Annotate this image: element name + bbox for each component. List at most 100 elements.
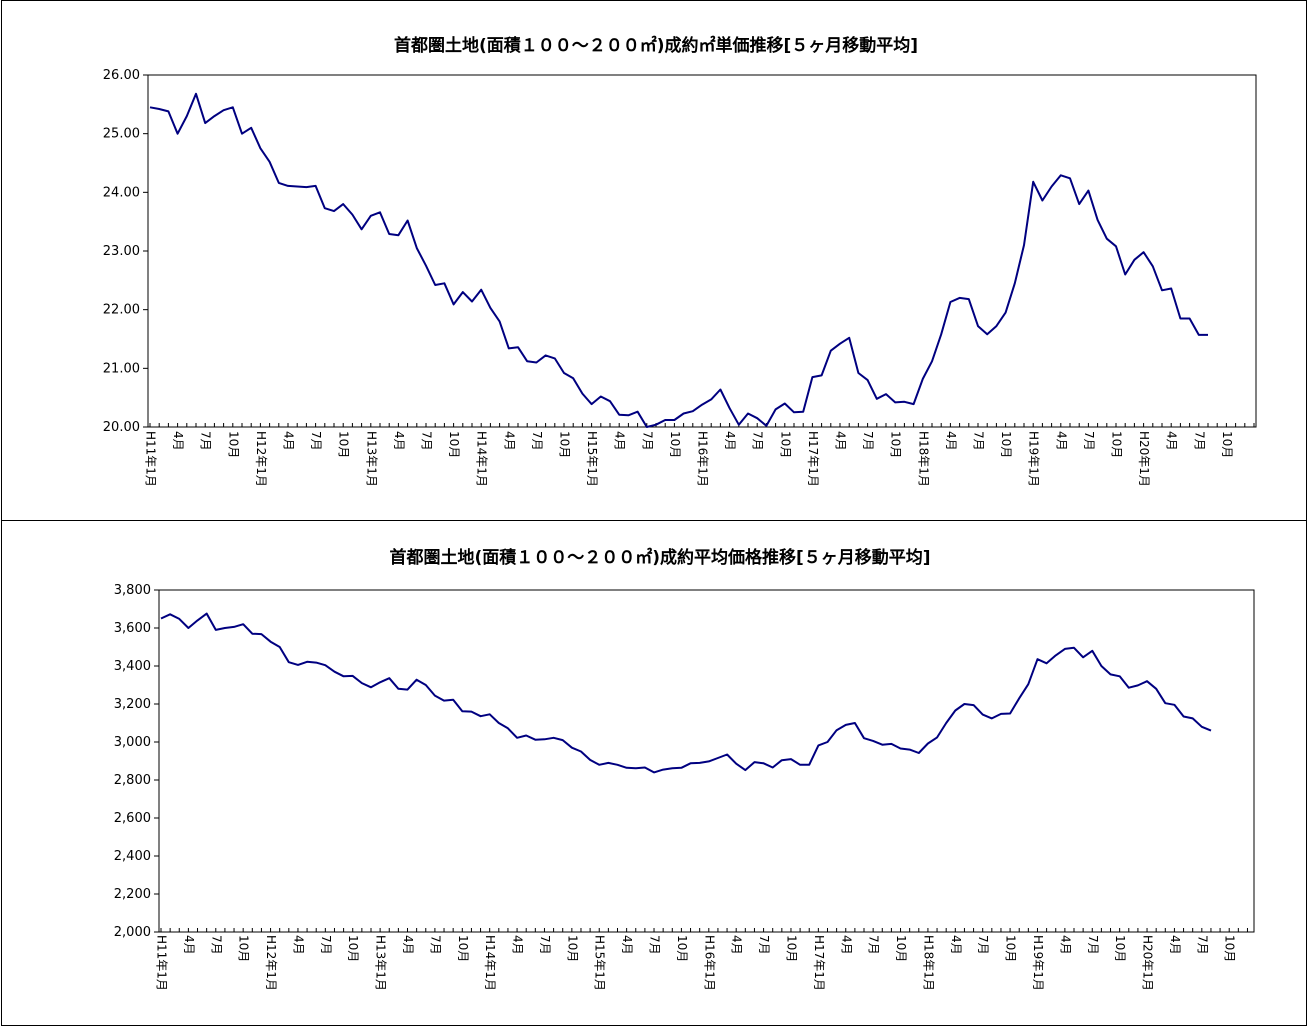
x-tick-label: 7月 <box>640 431 654 451</box>
x-tick-label: H12年1月 <box>264 935 278 991</box>
x-tick-label: 4月 <box>1165 431 1179 451</box>
x-tick-label: H20年1月 <box>1137 431 1151 487</box>
x-tick-label: H14年1月 <box>475 431 489 487</box>
x-tick-label: 7月 <box>972 431 986 451</box>
x-tick-label: 7月 <box>867 935 881 955</box>
y-tick-label: 20.00 <box>103 420 140 435</box>
x-tick-label: 4月 <box>171 431 185 451</box>
x-tick-label: H17年1月 <box>812 935 826 991</box>
x-tick-label: 7月 <box>861 431 875 451</box>
x-tick-label: 4月 <box>613 431 627 451</box>
x-tick-label: 7月 <box>648 935 662 955</box>
x-tick-label: 10月 <box>447 431 461 458</box>
y-tick-label: 21.00 <box>103 361 140 376</box>
x-tick-label: 10月 <box>889 431 903 458</box>
x-tick-label: 4月 <box>620 935 634 955</box>
y-tick-label: 2,200 <box>114 887 151 902</box>
x-tick-label: H19年1月 <box>1027 431 1041 487</box>
chart-title: 首都圏土地(面積１００～２００㎡)成約㎡単価推移[５ヶ月移動平均] <box>394 35 918 56</box>
x-tick-label: 7月 <box>538 935 552 955</box>
x-tick-label: 10月 <box>778 431 792 458</box>
chart-panel-price-per-sqm: 首都圏土地(面積１００～２００㎡)成約㎡単価推移[５ヶ月移動平均] 20.00 2… <box>1 0 1307 521</box>
x-tick-label: 10月 <box>558 431 572 458</box>
y-tick-label: 24.00 <box>103 185 140 200</box>
x-tick-label: 4月 <box>291 935 305 955</box>
x-tick-label: 7月 <box>1192 431 1206 451</box>
y-tick-label: 3,000 <box>114 735 151 750</box>
x-tick-label: 4月 <box>182 935 196 955</box>
x-tick-label: 4月 <box>511 935 525 955</box>
series-line <box>149 92 1208 428</box>
x-tick-label: 7月 <box>420 431 434 451</box>
x-tick-label: 4月 <box>834 431 848 451</box>
x-tick-label: 10月 <box>1223 935 1237 962</box>
x-tick-label: 10月 <box>565 935 579 962</box>
x-tick-label: 4月 <box>401 935 415 955</box>
x-tick-label: H20年1月 <box>1141 935 1155 991</box>
plot-area <box>147 74 1257 428</box>
x-tick-label: 7月 <box>209 935 223 955</box>
chart-marks: 20.00 21.00 22.00 23.00 24.00 25.00 26.00 H11年1… <box>103 68 1255 487</box>
x-tick-label: 4月 <box>944 431 958 451</box>
x-tick-label: 10月 <box>337 431 351 458</box>
y-tick-label: 2,400 <box>114 849 151 864</box>
x-tick-label: 10月 <box>999 431 1013 458</box>
x-tick-label: 7月 <box>1086 935 1100 955</box>
x-tick-label: 7月 <box>530 431 544 451</box>
x-tick-label: H11年1月 <box>155 935 169 991</box>
chart-title: 首都圏土地(面積１００～２００㎡)成約平均価格推移[５ヶ月移動平均] <box>389 547 930 568</box>
x-tick-label: 10月 <box>1110 431 1124 458</box>
x-tick-label: H11年1月 <box>144 431 158 487</box>
x-tick-label: H14年1月 <box>483 935 497 991</box>
y-tick-label: 3,800 <box>114 583 151 598</box>
x-tick-label: 7月 <box>1082 431 1096 451</box>
y-tick-label: 3,600 <box>114 621 151 636</box>
x-tick-label: 10月 <box>1004 935 1018 962</box>
x-tick-label: 10月 <box>456 935 470 962</box>
x-tick-label: H15年1月 <box>593 935 607 991</box>
x-tick-label: 4月 <box>723 431 737 451</box>
x-tick-label: 10月 <box>894 935 908 962</box>
x-tick-label: 4月 <box>949 935 963 955</box>
x-tick-label: 4月 <box>730 935 744 955</box>
x-tick-label: 4月 <box>1168 935 1182 955</box>
y-tick-label: 26.00 <box>103 68 140 83</box>
y-tick-label: 22.00 <box>103 303 140 318</box>
x-tick-label: 7月 <box>309 431 323 451</box>
x-tick-label: 4月 <box>282 431 296 451</box>
x-tick-label: 4月 <box>502 431 516 451</box>
x-tick-label: 10月 <box>1220 431 1234 458</box>
x-tick-label: 4月 <box>839 935 853 955</box>
chart-panel-average-price: 首都圏土地(面積１００～２００㎡)成約平均価格推移[５ヶ月移動平均] 2,000… <box>1 520 1307 1026</box>
x-tick-label: H16年1月 <box>702 935 716 991</box>
x-tick-label: 4月 <box>392 431 406 451</box>
x-tick-label: H18年1月 <box>916 431 930 487</box>
y-tick-label: 2,000 <box>114 925 151 940</box>
x-tick-label: H12年1月 <box>254 431 268 487</box>
y-tick-label: 3,200 <box>114 697 151 712</box>
x-tick-label: H13年1月 <box>374 935 388 991</box>
x-tick-label: H17年1月 <box>806 431 820 487</box>
x-tick-label: 7月 <box>319 935 333 955</box>
y-tick-label: 2,800 <box>114 773 151 788</box>
x-tick-label: H15年1月 <box>585 431 599 487</box>
x-tick-label: H19年1月 <box>1031 935 1045 991</box>
x-tick-label: 7月 <box>976 935 990 955</box>
x-tick-label: 10月 <box>226 431 240 458</box>
x-tick-label: 10月 <box>784 935 798 962</box>
x-tick-label: 10月 <box>237 935 251 962</box>
x-tick-label: 10月 <box>346 935 360 962</box>
x-tick-label: 4月 <box>1058 935 1072 955</box>
y-tick-label: 3,400 <box>114 659 151 674</box>
x-tick-label: 7月 <box>428 935 442 955</box>
x-tick-label: H13年1月 <box>364 431 378 487</box>
x-tick-label: H16年1月 <box>696 431 710 487</box>
price-per-sqm-chart: 首都圏土地(面積１００～２００㎡)成約㎡単価推移[５ヶ月移動平均] 20.002… <box>103 35 1257 487</box>
y-tick-label: 23.00 <box>103 244 140 259</box>
y-tick-label: 2,600 <box>114 811 151 826</box>
x-tick-label: 10月 <box>668 431 682 458</box>
series-line <box>160 612 1212 774</box>
x-tick-label: 10月 <box>1113 935 1127 962</box>
x-tick-label: 10月 <box>675 935 689 962</box>
y-tick-label: 25.00 <box>103 127 140 142</box>
